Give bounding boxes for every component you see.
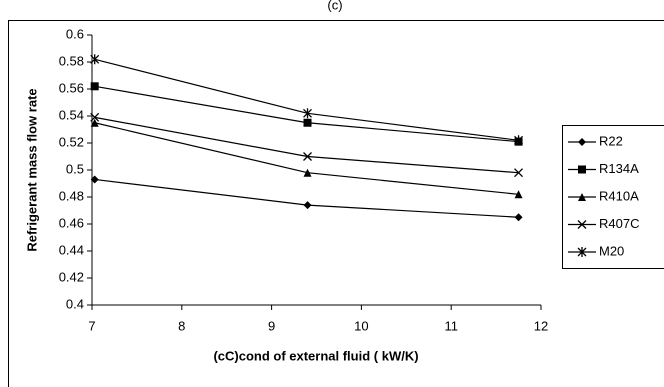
- legend-label: R407C: [599, 216, 639, 231]
- line: [94, 58, 519, 141]
- marker: [90, 118, 99, 127]
- marker: [303, 108, 312, 119]
- y-tick-label: 0.44: [59, 242, 84, 257]
- line: [94, 178, 519, 218]
- y-tick-label: 0.56: [59, 80, 84, 95]
- y-tick-label: 0.48: [59, 188, 84, 203]
- x-tick-label: 12: [534, 318, 548, 333]
- y-tick-label: 0.5: [66, 161, 84, 176]
- legend-label: M20: [599, 243, 624, 258]
- y-tick-label: 0.4: [66, 296, 84, 311]
- x-tick-label: 7: [88, 318, 95, 333]
- x-tick-label: 11: [444, 318, 458, 333]
- line: [94, 122, 519, 195]
- marker: [514, 190, 523, 199]
- chart-title: (c): [327, 0, 342, 12]
- x-tick-label: 9: [268, 318, 275, 333]
- x-tick-label: 10: [354, 318, 368, 333]
- marker: [303, 118, 312, 127]
- marker: [578, 138, 586, 146]
- marker: [303, 201, 312, 210]
- marker: [514, 135, 524, 146]
- legend-label: R134A: [599, 161, 639, 176]
- marker: [90, 112, 100, 122]
- marker: [90, 175, 99, 184]
- marker: [514, 168, 524, 178]
- y-tick-label: 0.42: [59, 269, 84, 284]
- y-tick-label: 0.46: [59, 215, 84, 230]
- marker: [90, 82, 99, 91]
- marker: [514, 213, 523, 222]
- legend-label: R22: [599, 133, 623, 148]
- marker: [578, 193, 586, 201]
- marker: [577, 247, 587, 257]
- chart-border: [8, 20, 664, 387]
- marker: [577, 220, 587, 229]
- y-tick-label: 0.52: [59, 134, 84, 149]
- y-tick-label: 0.6: [66, 26, 84, 41]
- marker: [303, 152, 312, 161]
- x-axis-label: (cC)cond of external fluid ( kW/K): [213, 348, 418, 363]
- legend-label: R410A: [599, 188, 639, 203]
- marker: [578, 165, 586, 174]
- x-tick-label: 8: [178, 318, 185, 333]
- y-axis-label: Refrigerant mass flow rate: [24, 88, 39, 251]
- y-tick-label: 0.58: [59, 53, 84, 68]
- marker: [303, 168, 312, 177]
- marker: [90, 54, 100, 65]
- y-tick-label: 0.54: [59, 107, 84, 122]
